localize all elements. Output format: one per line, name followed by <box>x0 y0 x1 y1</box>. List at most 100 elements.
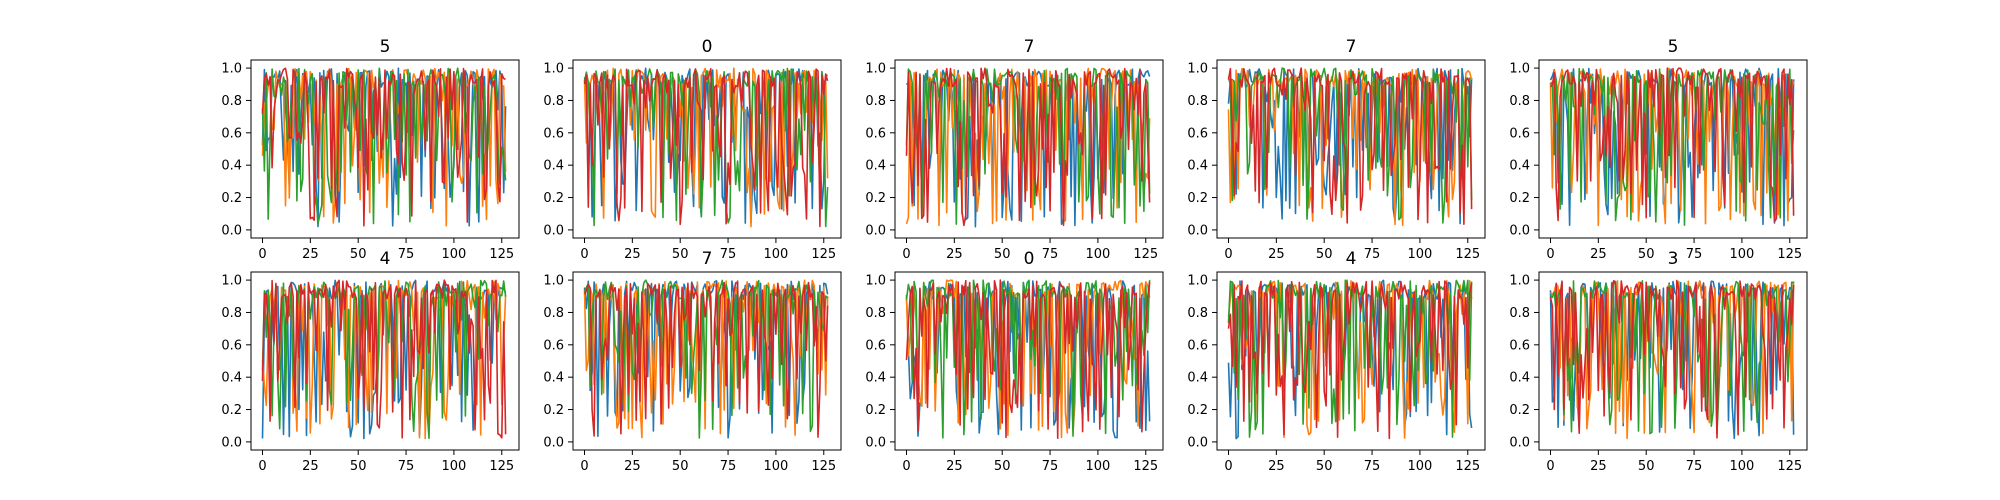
x-tick-label: 100 <box>442 247 467 262</box>
y-tick-label: 0.0 <box>1187 223 1208 238</box>
series-line-4 <box>1549 67 1795 223</box>
x-tick-label: 100 <box>1730 459 1755 474</box>
series-line-3 <box>583 279 829 439</box>
y-tick-label: 0.8 <box>221 94 242 109</box>
y-tick-label: 0.4 <box>865 371 886 386</box>
x-tick-label: 0 <box>258 247 266 262</box>
y-tick-label: 0.0 <box>865 435 886 450</box>
series-line-3 <box>1227 67 1473 224</box>
x-tick-label: 25 <box>1590 247 1607 262</box>
x-tick-label: 100 <box>764 459 789 474</box>
x-tick-label: 75 <box>1364 459 1381 474</box>
axes-frame <box>894 271 1164 451</box>
x-tick-label: 25 <box>302 247 319 262</box>
y-tick-label: 0.6 <box>543 338 564 353</box>
series-line-4 <box>905 279 1151 440</box>
subplot-title: 7 <box>1346 37 1357 57</box>
subplot-1: 0 25 50 75 100 125 0.0 0.2 0.4 0.6 0.8 1.0 5 <box>221 37 520 262</box>
y-tick-label: 0.4 <box>221 159 242 174</box>
x-tick-label: 100 <box>764 247 789 262</box>
y-tick-label: 0.2 <box>543 191 564 206</box>
y-tick-label: 1.0 <box>1509 274 1530 289</box>
y-tick-label: 0.6 <box>865 126 886 141</box>
y-tick-label: 0.4 <box>1509 371 1530 386</box>
y-tick-label: 0.2 <box>1187 191 1208 206</box>
subplot-title: 7 <box>702 249 713 269</box>
x-tick-label: 100 <box>1408 247 1433 262</box>
x-tick-label: 125 <box>1133 459 1158 474</box>
y-tick-label: 0.0 <box>865 223 886 238</box>
x-tick-label: 125 <box>489 247 514 262</box>
y-tick-label: 0.4 <box>1187 371 1208 386</box>
subplot-5: 0 25 50 75 100 125 0.0 0.2 0.4 0.6 0.8 1.0 5 <box>1509 37 1808 262</box>
x-tick-label: 75 <box>1042 247 1059 262</box>
x-tick-label: 125 <box>811 459 836 474</box>
series-line-4 <box>261 279 507 439</box>
axes-frame <box>1216 59 1486 239</box>
axes-frame <box>572 271 842 451</box>
series-group <box>1549 67 1795 227</box>
y-tick-label: 0.2 <box>221 403 242 418</box>
axes-frame <box>250 271 520 451</box>
y-tick-label: 0.6 <box>221 126 242 141</box>
y-tick-label: 1.0 <box>221 62 242 77</box>
subplot-title: 4 <box>1346 249 1357 269</box>
series-group <box>261 279 507 440</box>
series-group <box>583 67 829 228</box>
x-tick-label: 50 <box>994 459 1011 474</box>
y-tick-label: 0.2 <box>543 403 564 418</box>
y-tick-label: 0.8 <box>1509 94 1530 109</box>
y-tick-label: 0.2 <box>1509 191 1530 206</box>
x-tick-label: 50 <box>672 247 689 262</box>
y-tick-label: 0.6 <box>1187 126 1208 141</box>
x-tick-label: 100 <box>442 459 467 474</box>
axes-frame <box>1538 271 1808 451</box>
subplot-7: 0 25 50 75 100 125 0.0 0.2 0.4 0.6 0.8 1.0 7 <box>543 249 842 474</box>
series-line-4 <box>583 68 829 228</box>
y-tick-label: 0.4 <box>543 159 564 174</box>
x-tick-label: 75 <box>398 247 415 262</box>
series-group <box>1227 279 1473 440</box>
subplot-8: 0 25 50 75 100 125 0.0 0.2 0.4 0.6 0.8 1.0 0 <box>865 249 1164 474</box>
x-tick-label: 25 <box>1268 247 1285 262</box>
y-tick-label: 1.0 <box>1187 62 1208 77</box>
x-tick-label: 75 <box>720 247 737 262</box>
x-tick-label: 50 <box>1316 459 1333 474</box>
subplot-title: 5 <box>380 37 391 57</box>
x-tick-label: 0 <box>580 459 588 474</box>
series-group <box>1227 67 1473 227</box>
x-tick-label: 25 <box>946 459 963 474</box>
y-tick-label: 0.2 <box>1187 403 1208 418</box>
y-tick-label: 0.0 <box>221 435 242 450</box>
y-tick-label: 0.8 <box>543 306 564 321</box>
y-tick-label: 0.0 <box>1509 223 1530 238</box>
x-tick-label: 0 <box>1224 247 1232 262</box>
y-tick-label: 0.6 <box>1509 126 1530 141</box>
y-tick-label: 1.0 <box>543 274 564 289</box>
x-tick-label: 100 <box>1086 247 1111 262</box>
subplot-title: 7 <box>1024 37 1035 57</box>
axes-frame <box>894 59 1164 239</box>
y-tick-label: 0.4 <box>543 371 564 386</box>
y-tick-label: 0.0 <box>221 223 242 238</box>
y-tick-label: 1.0 <box>1187 274 1208 289</box>
y-tick-label: 0.0 <box>1187 435 1208 450</box>
y-tick-label: 0.4 <box>865 159 886 174</box>
x-tick-label: 50 <box>1638 247 1655 262</box>
y-tick-label: 0.8 <box>1187 94 1208 109</box>
x-tick-label: 25 <box>302 459 319 474</box>
x-tick-label: 125 <box>1133 247 1158 262</box>
series-group <box>905 279 1151 440</box>
y-tick-label: 0.6 <box>1187 338 1208 353</box>
series-line-1 <box>1549 280 1795 440</box>
x-tick-label: 0 <box>580 247 588 262</box>
x-tick-label: 100 <box>1730 247 1755 262</box>
y-tick-label: 0.6 <box>865 338 886 353</box>
series-group <box>905 67 1151 228</box>
y-tick-label: 1.0 <box>865 62 886 77</box>
series-line-1 <box>261 279 507 440</box>
y-tick-label: 1.0 <box>543 62 564 77</box>
x-tick-label: 50 <box>1638 459 1655 474</box>
x-tick-label: 125 <box>1455 459 1480 474</box>
